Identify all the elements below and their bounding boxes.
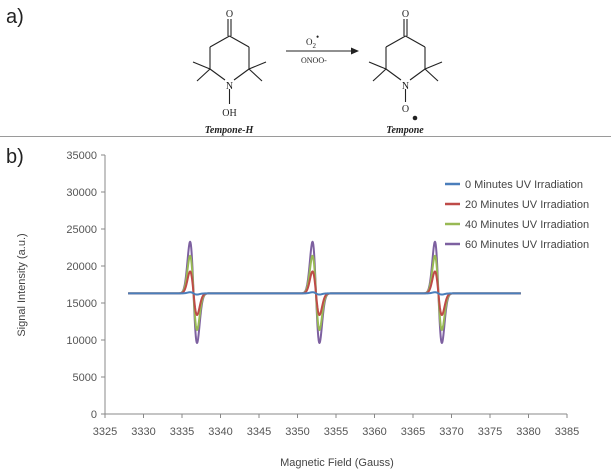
legend-entry: 40 Minutes UV Irradiation (465, 219, 589, 231)
chart-series (127, 240, 522, 344)
x-tick-label: 3370 (439, 426, 463, 438)
reactant-name: Tempone-H (205, 125, 255, 136)
x-tick-label: 3330 (131, 426, 155, 438)
reagent-superoxide-label: O2• (306, 32, 319, 50)
x-tick-label: 3365 (401, 426, 425, 438)
product-structure (368, 19, 443, 102)
panel-a-label: a) (6, 6, 24, 28)
x-tick-label: 3360 (362, 426, 386, 438)
x-tick-label: 3375 (478, 426, 502, 438)
radical-dot (412, 115, 418, 121)
y-tick-label: 0 (91, 409, 97, 421)
x-tick-label: 3350 (285, 426, 309, 438)
product-oxyl-label: O (402, 104, 409, 115)
legend-entry: 20 Minutes UV Irradiation (465, 199, 589, 211)
y-tick-label: 30000 (66, 187, 97, 199)
x-tick-label: 3380 (516, 426, 540, 438)
y-tick-label: 25000 (66, 224, 97, 236)
x-tick-label: 3340 (208, 426, 232, 438)
y-tick-label: 10000 (66, 335, 97, 347)
y-axis-label: Signal Intensity (a.u.) (16, 233, 28, 336)
legend-entry: 60 Minutes UV Irradiation (465, 239, 589, 251)
x-tick-label: 3325 (93, 426, 117, 438)
product-nitrogen-label: N (402, 81, 409, 92)
reactant-nitrogen-label: N (226, 81, 233, 92)
reactant-oxygen-label: O (226, 9, 233, 20)
y-tick-label: 15000 (66, 298, 97, 310)
x-tick-label: 3355 (324, 426, 348, 438)
reaction-scheme: O N OH Tempone-H O2• ONOO- O N O Tem (192, 9, 443, 136)
y-tick-label: 35000 (66, 150, 97, 162)
reactant-hydroxyl-label: OH (222, 108, 236, 119)
x-axis-label: Magnetic Field (Gauss) (280, 457, 394, 469)
reaction-arrow-head (351, 47, 359, 55)
legend-entry: 0 Minutes UV Irradiation (465, 179, 583, 191)
series-line-0 (127, 291, 522, 296)
x-tick-label: 3345 (247, 426, 271, 438)
product-name: Tempone (386, 125, 424, 136)
reactant-structure (192, 19, 267, 104)
chart-axes: 0 5000 10000 15000 20000 25000 30000 35000 3325 3… (66, 150, 579, 438)
reagent-peroxynitrite-label: ONOO- (301, 56, 327, 65)
product-oxygen-label: O (402, 9, 409, 20)
y-tick-label: 20000 (66, 261, 97, 273)
y-tick-label: 5000 (73, 372, 97, 384)
chart-legend: 0 Minutes UV Irradiation 20 Minutes UV Ir… (445, 179, 589, 251)
x-tick-label: 3385 (555, 426, 579, 438)
panel-divider (0, 136, 611, 137)
panel-b-label: b) (6, 146, 24, 168)
x-tick-label: 3335 (170, 426, 194, 438)
